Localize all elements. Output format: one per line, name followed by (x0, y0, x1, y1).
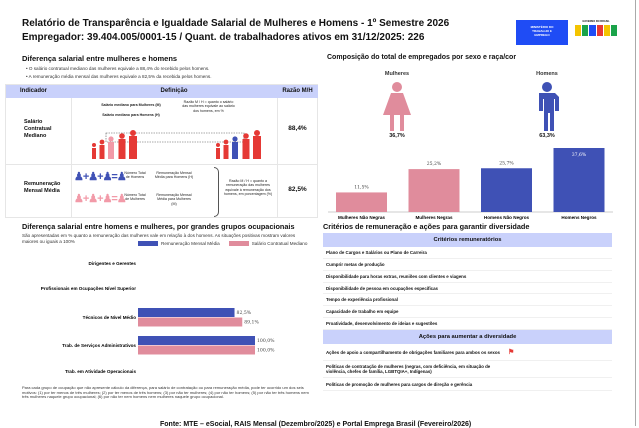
data-label: 25,2% (427, 161, 442, 167)
ratio-salario: 88,4% (288, 125, 307, 132)
criterion-row: Capacidade de trabalho em equipe (323, 306, 612, 318)
col-indicador: Indicador (6, 85, 71, 98)
def-ratio-2: Razão M / H = quanto a remuneração das m… (223, 179, 273, 196)
actions-header: Ações para aumentar a diversidade (323, 330, 612, 344)
criterion-row: Proatividade, desenvolvimento de ideias … (323, 318, 612, 330)
men-percent: 63,3% (539, 133, 555, 139)
criterion-label: Plano de Cargos e Salários ou Plano de C… (326, 250, 427, 255)
bar (138, 317, 243, 327)
action-row: Políticas de promoção de mulheres para c… (323, 378, 612, 391)
bar (138, 336, 255, 345)
women-icons: ♟+♟+♟=♟ (74, 193, 127, 205)
category-label: Dirigentes e Gerentes (89, 261, 137, 266)
data-label: 82,5% (237, 310, 252, 316)
def-men: Salário mediano para Homens (H) (102, 113, 160, 117)
bar (138, 345, 255, 355)
category-label: Homens Não Negros (484, 215, 530, 220)
red-flag-icon: ⚑ (508, 349, 515, 356)
data-label: 89,1% (244, 320, 259, 326)
category-label: Trab. em Atividade Operacionais (65, 369, 137, 374)
bullet-1: • O salário contratual mediano das mulhe… (26, 66, 210, 71)
bar (553, 148, 605, 212)
women-label: Mulheres (384, 71, 410, 77)
action-label: Ações de apoio a compartilhamento de obr… (326, 349, 500, 355)
governo-brasil-logo: GOVERNO DO BRASIL (572, 20, 620, 45)
indicator-table: Indicador Definição Razão M/H Salário Co… (5, 84, 318, 218)
bar (481, 168, 532, 212)
criterion-row: Plano de Cargos e Salários ou Plano de C… (323, 247, 612, 259)
bullet-2: • A remuneração média mensal das mulhere… (26, 74, 212, 79)
data-label: 37,6% (572, 152, 587, 158)
criteria-title: Critérios de remuneração e ações para ga… (323, 222, 530, 231)
legend-sal: Salário Contratual Mediano (251, 241, 308, 246)
criterion-row: Disponibilidade de pessoa em ocupações e… (323, 283, 612, 294)
women-result: Remuneração Mensal Média para Mulheres (… (156, 193, 192, 206)
bar (138, 308, 235, 317)
data-label: 100,0% (257, 338, 275, 344)
criterion-row: Tempo de experiência profissional (323, 294, 612, 306)
source-footer: Fonte: MTE – eSocial, RAIS Mensal (Dezem… (160, 421, 472, 428)
bar (336, 192, 387, 212)
col-definicao: Definição (71, 85, 277, 98)
def-ratio: Razão M / H = quanto o salário das mulhe… (182, 100, 235, 113)
data-label: 25,7% (499, 160, 514, 166)
report-title: Relatório de Transparência e Igualdade S… (22, 18, 450, 29)
occ-title: Diferença salarial entre homens e mulher… (22, 222, 295, 231)
men-icons: ♟+♟+♟=♟ (74, 171, 127, 183)
def-women: Salário mediano para Mulheres (M) (101, 103, 161, 107)
criterion-label: Capacidade de trabalho em equipe (326, 309, 399, 314)
bar (408, 169, 460, 212)
ministerio-logo: MINISTÉRIO DO TRABALHO E EMPREGO (516, 20, 568, 45)
criterion-row: Disponibilidade para horas extras, reuni… (323, 271, 612, 283)
women-total: Número Total de Mulheres (124, 193, 146, 202)
category-label: Profissionais em Ocupações Nível Superio… (41, 286, 136, 291)
occ-desc: São apresentadas em % quanto a remuneraç… (22, 233, 296, 244)
data-label: 100,0% (257, 348, 275, 354)
composition-title: Composição do total de empregados por se… (327, 54, 517, 61)
criterion-label: Tempo de experiência profissional (326, 297, 398, 302)
action-row: Políticas de contratação de mulheres (ne… (323, 361, 612, 378)
men-result: Remuneração Mensal Média para Homens (H) (154, 171, 194, 180)
data-label: 11,5% (354, 184, 369, 190)
category-label: Mulheres Não Negras (338, 215, 385, 220)
criterion-label: Proatividade, desenvolvimento de ideias … (326, 321, 438, 326)
indicator-salario: Salário Contratual Mediano (24, 119, 52, 139)
category-label: Técnicos de Nível Médio (83, 315, 137, 320)
category-label: Homens Negros (561, 215, 597, 220)
men-label: Homens (536, 71, 558, 77)
diff-title: Diferença salarial entre mulheres e home… (22, 54, 178, 63)
legend-rem: Remuneração Mensal Média (161, 241, 220, 246)
legend: Remuneração Mensal Média Salário Contrat… (138, 241, 307, 246)
category-label: Mulheres Negras (415, 215, 452, 220)
criterion-label: Cumprir metas de produção (326, 262, 385, 267)
criteria-header: Critérios remuneratórios (323, 233, 612, 247)
criterion-label: Disponibilidade de pessoa em ocupações e… (326, 285, 439, 291)
action-row: Ações de apoio a compartilhamento de obr… (323, 344, 612, 361)
col-razao: Razão M/H (277, 85, 318, 98)
legend-swatch-sal (228, 241, 249, 246)
composition-bar-chart: 11,5% Mulheres Não Negras 25,2% Mulheres Ne… (323, 140, 623, 224)
employer-line: Empregador: 39.404.005/0001-15 / Quant. … (22, 32, 425, 43)
occupational-bar-chart: Dirigentes e Gerentes Profissionais em Oc… (0, 250, 320, 375)
action-label: Políticas de contratação de mulheres (ne… (326, 364, 491, 374)
women-percent: 36,7% (389, 133, 405, 139)
men-total: Número Total de Homens (124, 171, 146, 180)
indicator-remuneracao: Remuneração Mensal Média (24, 181, 61, 194)
legend-swatch-rem (138, 241, 158, 246)
woman-icon (383, 82, 411, 131)
occ-note: Para cada grupo de ocupação que não apre… (22, 385, 309, 400)
category-label: Trab. de Serviços Administrativos (62, 343, 136, 348)
criterion-label: Disponibilidade para horas extras, reuni… (326, 274, 467, 279)
ratio-remuneracao: 82,5% (288, 186, 307, 193)
action-label: Políticas de promoção de mulheres para c… (326, 381, 473, 387)
man-icon (539, 82, 559, 131)
people-illustration (88, 127, 263, 162)
criterion-row: Cumprir metas de produção (323, 259, 612, 271)
page-border (635, 0, 636, 426)
